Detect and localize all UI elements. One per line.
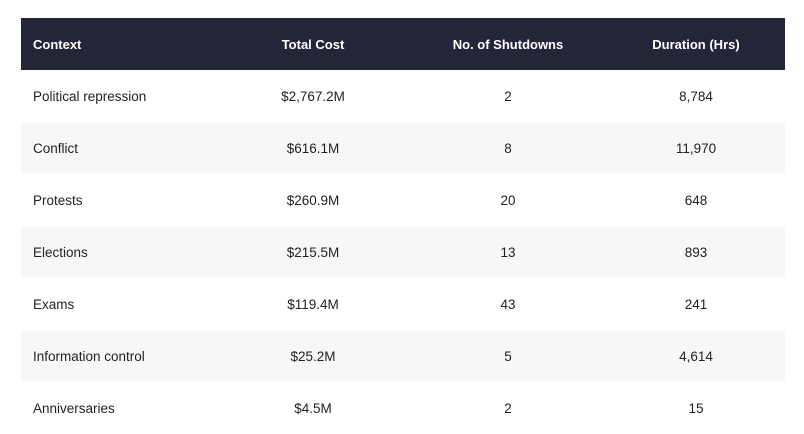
cell-shutdowns: 2 (504, 400, 512, 416)
table-row: Conflict $616.1M 8 11,970 (21, 122, 785, 174)
header-total-cost: Total Cost (281, 36, 345, 52)
cell-context: Conflict (33, 140, 79, 156)
table-row: Exams $119.4M 43 241 (21, 278, 785, 330)
table-row: Elections $215.5M 13 893 (21, 226, 785, 278)
table-row: Information control $25.2M 5 4,614 (21, 330, 785, 382)
cell-total-cost: $616.1M (286, 140, 340, 156)
cell-total-cost: $215.5M (286, 244, 340, 260)
shutdown-cost-table: Context Total Cost No. of Shutdowns Dura… (21, 18, 785, 434)
cell-total-cost: $119.4M (287, 296, 339, 312)
cell-shutdowns: 2 (504, 88, 512, 104)
cell-shutdowns: 20 (500, 192, 516, 208)
cell-context: Information control (33, 348, 145, 364)
cell-context: Political repression (33, 88, 147, 104)
header-context: Context (33, 36, 82, 52)
cell-total-cost: $2,767.2M (281, 88, 345, 104)
table-row: Protests $260.9M 20 648 (21, 174, 785, 226)
cell-duration: 893 (684, 244, 708, 260)
cell-total-cost: $25.2M (290, 348, 336, 364)
table-header: Context Total Cost No. of Shutdowns Dura… (21, 18, 785, 70)
shutdown-cost-table-container: Context Total Cost No. of Shutdowns Dura… (21, 18, 785, 434)
cell-shutdowns: 8 (504, 140, 512, 156)
cell-duration: 241 (684, 296, 708, 312)
cell-duration: 15 (688, 400, 704, 416)
table-row: Anniversaries $4.5M 2 15 (21, 382, 785, 434)
cell-total-cost: $4.5M (294, 400, 332, 416)
cell-duration: 8,784 (679, 88, 713, 104)
table-row: Political repression $2,767.2M 2 8,784 (21, 70, 785, 122)
header-row: Context Total Cost No. of Shutdowns Dura… (21, 18, 785, 70)
cell-context: Protests (33, 192, 83, 208)
cell-duration: 11,970 (675, 140, 717, 156)
header-duration: Duration (Hrs) (652, 36, 740, 52)
header-shutdowns: No. of Shutdowns (452, 36, 564, 52)
cell-context: Anniversaries (33, 400, 115, 416)
cell-total-cost: $260.9M (286, 192, 340, 208)
cell-shutdowns: 13 (500, 244, 516, 260)
cell-duration: 648 (684, 192, 708, 208)
cell-context: Exams (33, 296, 75, 312)
cell-duration: 4,614 (679, 348, 713, 364)
cell-shutdowns: 5 (504, 348, 512, 364)
cell-shutdowns: 43 (500, 296, 516, 312)
cell-context: Elections (33, 244, 88, 260)
table-body: Political repression $2,767.2M 2 8,784 C… (21, 70, 785, 434)
